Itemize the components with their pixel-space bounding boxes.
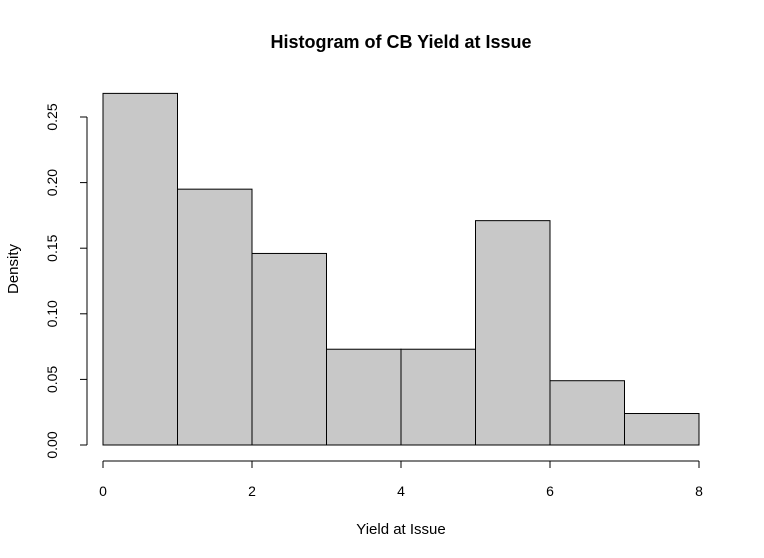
y-tick-label: 0.05 xyxy=(44,366,60,393)
x-axis: 0 2 4 6 8 xyxy=(99,460,703,499)
y-tick-label: 0.00 xyxy=(44,431,60,458)
x-axis-label: Yield at Issue xyxy=(356,521,446,538)
histogram-bar xyxy=(400,348,476,446)
x-tick-label: 6 xyxy=(546,483,554,499)
histogram-bar xyxy=(326,348,402,446)
histogram-bar xyxy=(177,188,253,446)
y-tick-label: 0.25 xyxy=(44,103,60,130)
histogram-bar xyxy=(251,252,327,446)
y-axis-label: Density xyxy=(5,243,22,294)
x-tick-label: 2 xyxy=(248,483,256,499)
y-axis: 0.00 0.05 0.10 0.15 0.20 0.25 xyxy=(44,103,88,459)
histogram-bar xyxy=(549,380,625,446)
x-tick-label: 8 xyxy=(695,483,703,499)
chart-title: Histogram of CB Yield at Issue xyxy=(270,32,531,52)
x-tick-label: 4 xyxy=(397,483,405,499)
x-tick-label: 0 xyxy=(99,483,107,499)
histogram-bar xyxy=(624,413,700,446)
histogram-bar xyxy=(475,220,551,446)
y-tick-label: 0.10 xyxy=(44,300,60,327)
y-tick-label: 0.15 xyxy=(44,234,60,261)
bars-group xyxy=(102,92,700,446)
y-tick-label: 0.20 xyxy=(44,169,60,196)
histogram-bar xyxy=(102,92,178,446)
